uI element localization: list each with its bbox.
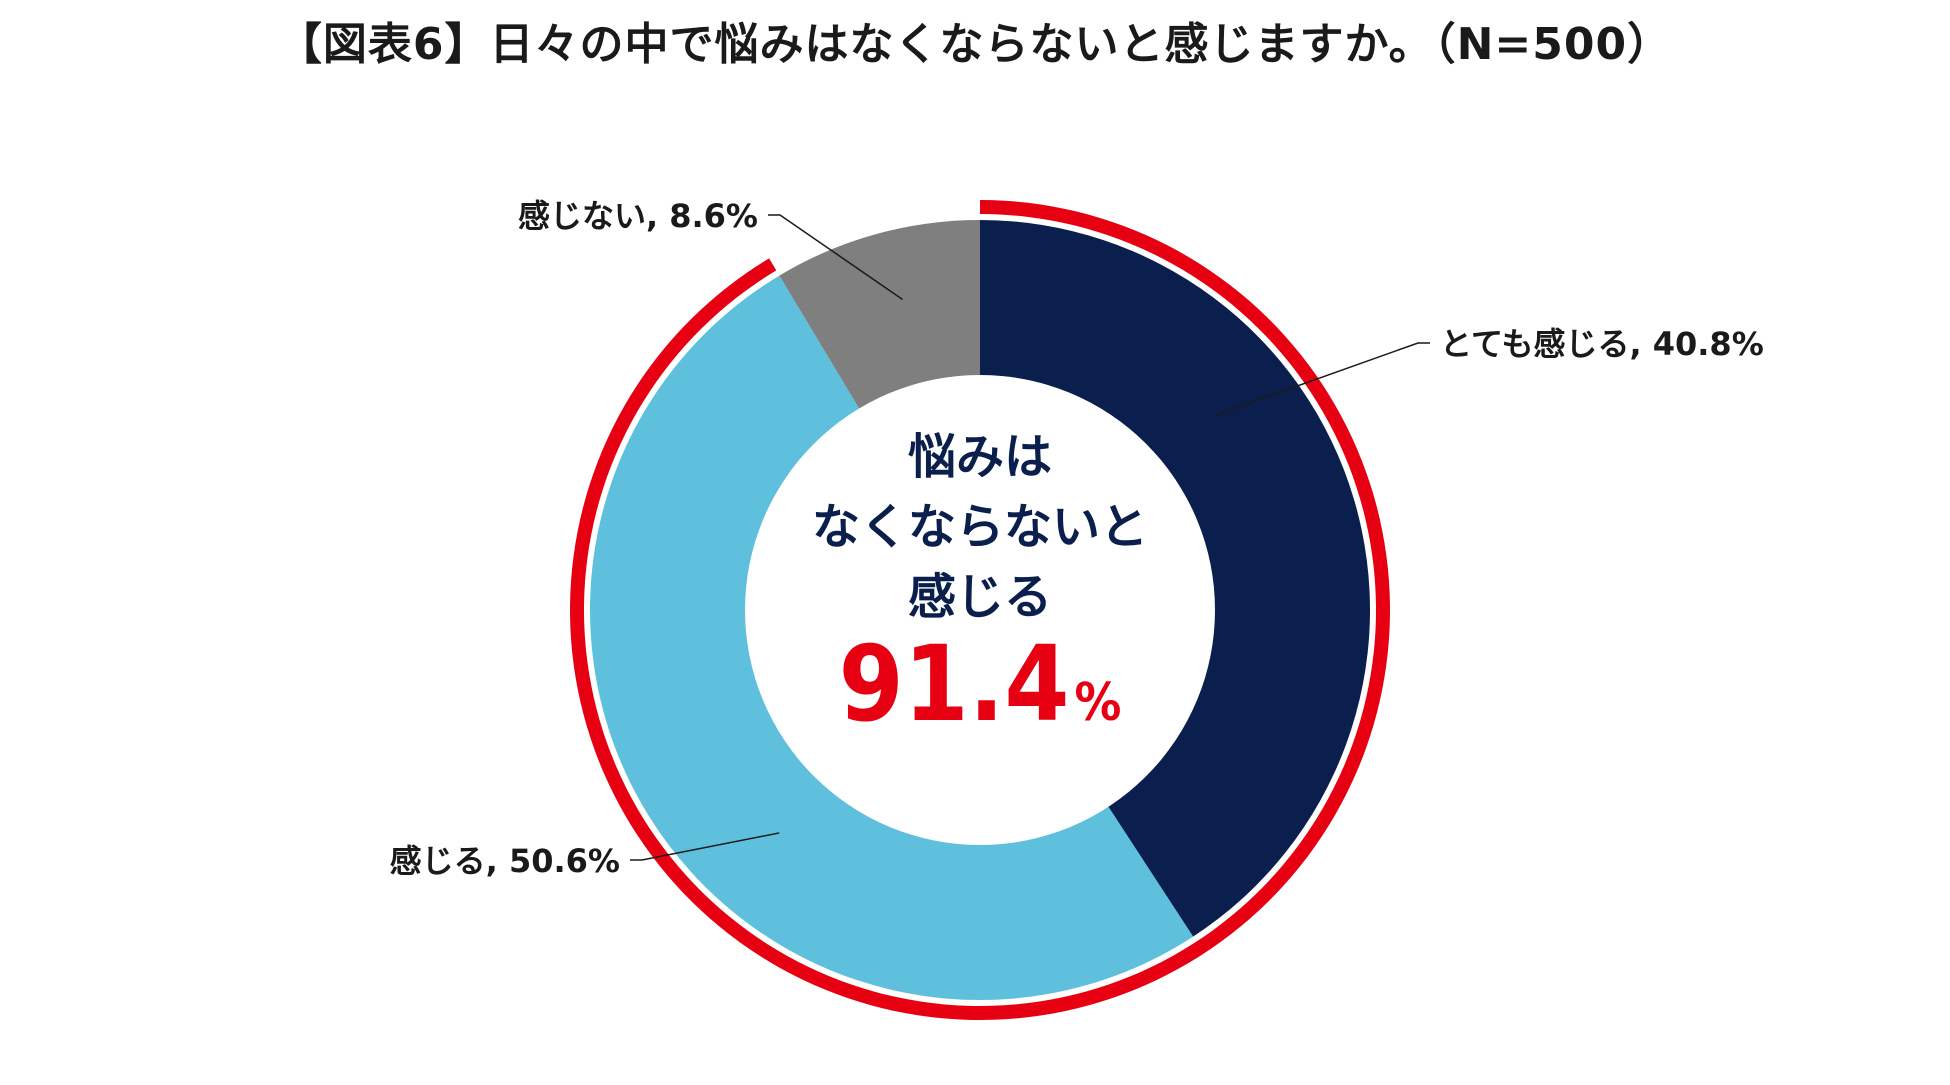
slice-label-2: 感じる, 50.6%	[390, 842, 620, 880]
center-line-3: 感じる	[908, 569, 1052, 625]
center-summary: 悩みは なくならないと 感じる 91.4 %	[812, 429, 1148, 745]
leader-line-3	[768, 214, 904, 301]
center-line-1: 悩みは	[908, 429, 1052, 485]
center-value-number: 91.4	[839, 623, 1070, 745]
center-hole	[745, 375, 1215, 845]
chart-title: 【図表6】日々の中で悩みはなくならないと感じますか。（N=500）	[277, 19, 1673, 70]
center-value: 91.4 %	[839, 623, 1122, 745]
leader-line-1	[1209, 342, 1430, 418]
slice-label-3: 感じない, 8.6%	[518, 197, 758, 235]
slice-labels: とても感じる, 40.8% 感じる, 50.6% 感じない, 8.6%	[390, 197, 1764, 880]
leader-line-2	[630, 832, 780, 861]
center-line-2: なくならないと	[812, 499, 1148, 555]
leader-lines	[630, 214, 1430, 861]
center-value-unit: %	[1075, 673, 1122, 733]
slice-label-1: とても感じる, 40.8%	[1440, 325, 1764, 363]
